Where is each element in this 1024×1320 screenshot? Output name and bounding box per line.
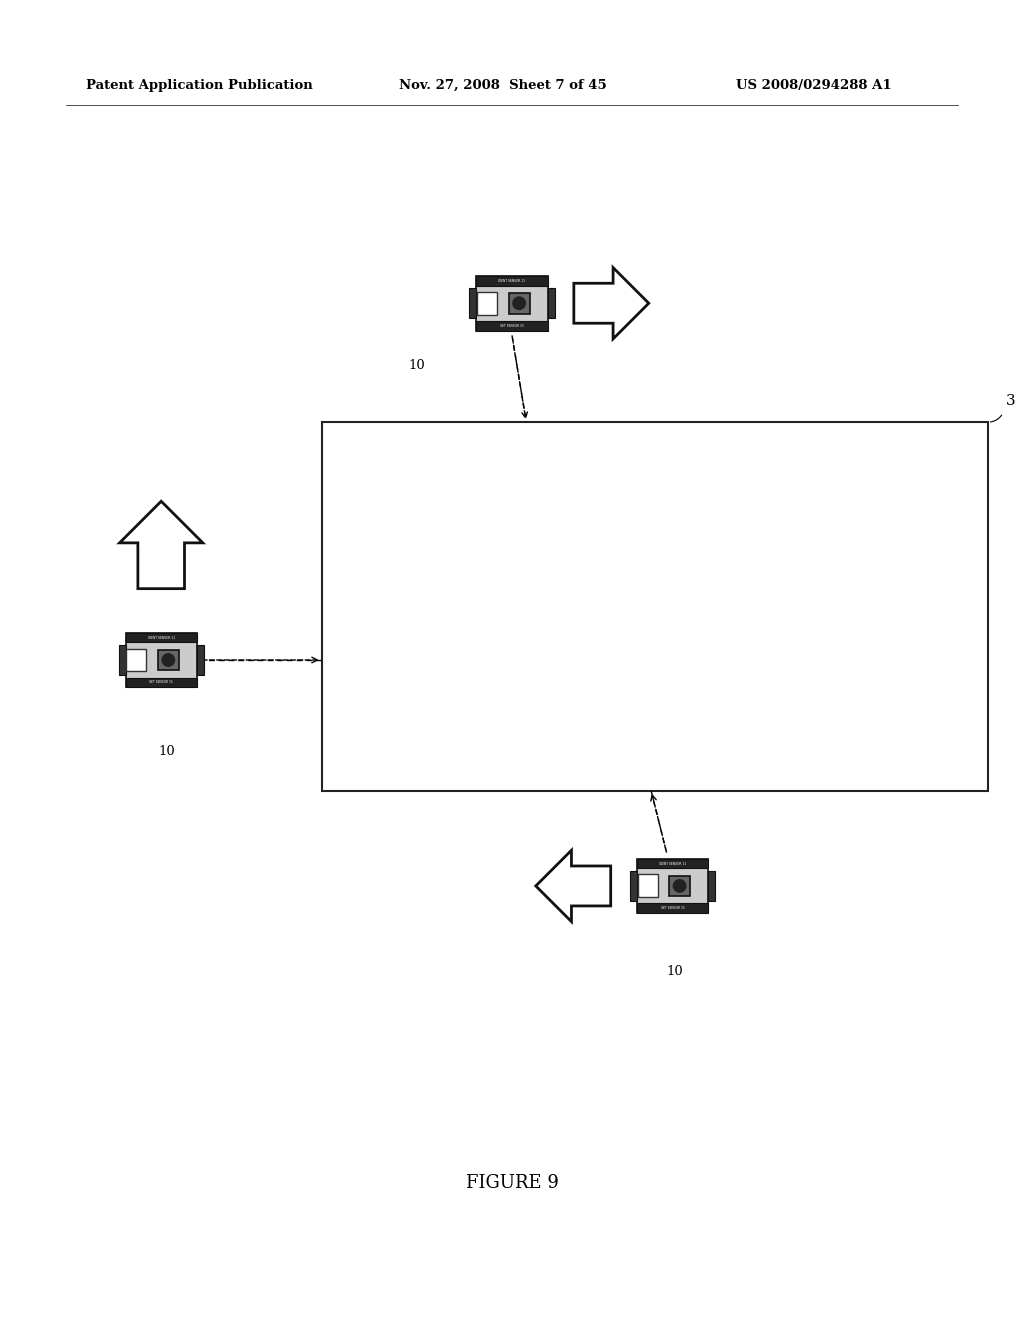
Text: 10: 10 (159, 744, 175, 758)
Bar (509, 293, 529, 314)
Circle shape (513, 297, 525, 309)
Text: IDENT SENSOR 11: IDENT SENSOR 11 (659, 862, 686, 866)
Bar (476, 321, 548, 330)
Bar (126, 648, 146, 672)
Text: SET SENSOR 15: SET SENSOR 15 (500, 323, 524, 327)
Bar (548, 288, 555, 318)
Bar (476, 276, 548, 285)
Bar (637, 858, 709, 869)
Circle shape (162, 653, 174, 667)
Text: Patent Application Publication: Patent Application Publication (86, 79, 313, 92)
Bar (476, 276, 548, 330)
Polygon shape (120, 502, 203, 589)
Polygon shape (536, 850, 610, 921)
Text: 3: 3 (1006, 393, 1015, 408)
Text: 10: 10 (667, 965, 683, 978)
Bar (119, 645, 126, 675)
Bar (477, 292, 497, 314)
Text: FIGURE 9: FIGURE 9 (466, 1175, 558, 1192)
Bar (637, 903, 709, 913)
Text: 10: 10 (409, 359, 425, 372)
Bar (126, 632, 197, 688)
Circle shape (674, 879, 686, 892)
Text: Nov. 27, 2008  Sheet 7 of 45: Nov. 27, 2008 Sheet 7 of 45 (399, 79, 607, 92)
Bar (322, 422, 988, 791)
Text: IDENT SENSOR 11: IDENT SENSOR 11 (147, 635, 175, 640)
Bar (158, 649, 179, 671)
Text: US 2008/0294288 A1: US 2008/0294288 A1 (735, 79, 891, 92)
Bar (630, 871, 637, 902)
Bar (709, 871, 715, 902)
Bar (126, 677, 197, 688)
Text: SET SENSOR 15: SET SENSOR 15 (660, 907, 684, 911)
Bar (638, 874, 657, 898)
Bar (670, 875, 690, 896)
Text: SET SENSOR 15: SET SENSOR 15 (150, 680, 173, 685)
Polygon shape (573, 268, 649, 339)
Text: IDENT SENSOR 11: IDENT SENSOR 11 (499, 279, 525, 282)
Bar (637, 858, 709, 913)
Bar (126, 632, 197, 643)
Bar (469, 288, 476, 318)
Bar (197, 645, 204, 675)
